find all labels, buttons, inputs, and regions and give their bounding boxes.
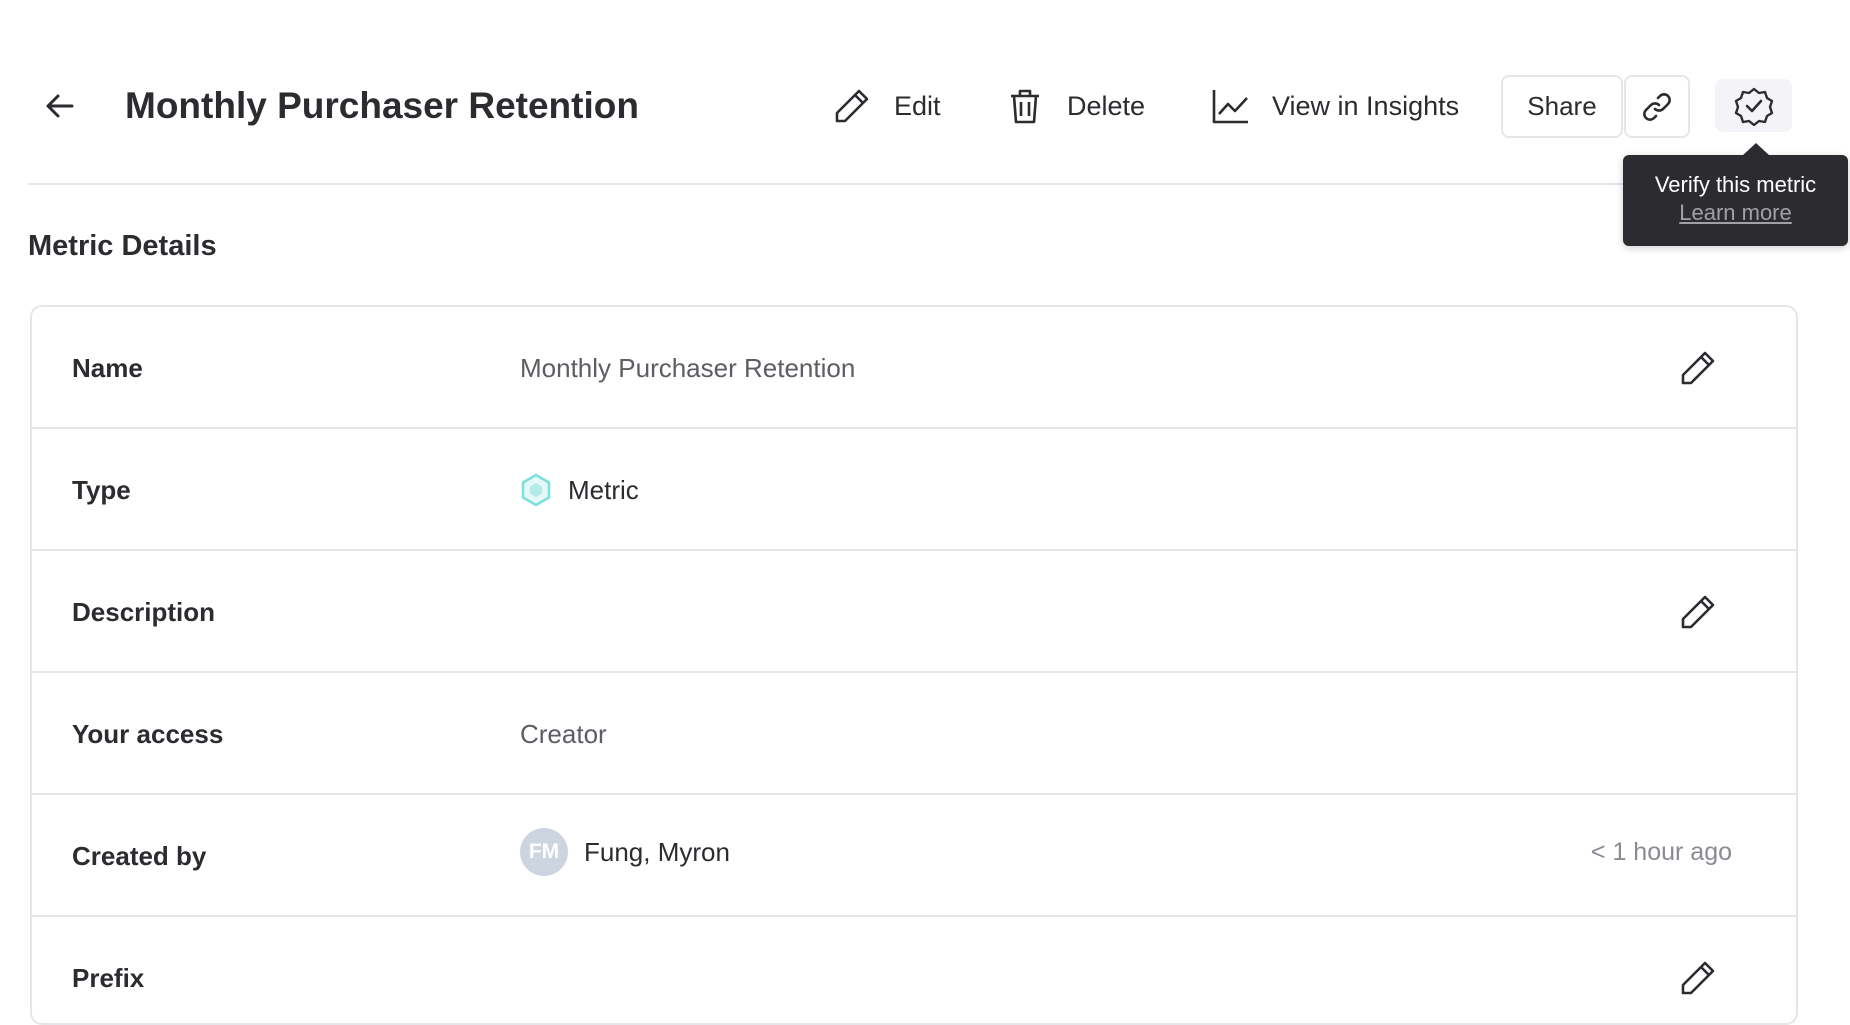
header-divider [28, 183, 1798, 185]
learn-more-link[interactable]: Learn more [1679, 200, 1792, 225]
created-time: < 1 hour ago [1590, 838, 1732, 866]
pencil-icon [835, 89, 869, 123]
detail-row-description: Description [32, 551, 1796, 673]
verify-tooltip: Verify this metric Learn more [1623, 143, 1848, 246]
metric-details-card: Name Monthly Purchaser Retention Type Me… [30, 305, 1798, 1025]
copy-link-button[interactable] [1624, 75, 1690, 138]
edit-prefix-pencil-icon[interactable] [1678, 958, 1718, 998]
delete-button[interactable]: Delete [1005, 84, 1145, 128]
link-icon [1643, 92, 1671, 121]
detail-row-type: Type Metric [32, 429, 1796, 551]
detail-row-access: Your access Creator [32, 673, 1796, 795]
share-button[interactable]: Share [1501, 75, 1623, 138]
avatar: FM [520, 828, 568, 876]
type-value: Metric [568, 474, 639, 505]
section-title: Metric Details [28, 230, 217, 262]
creator-name: Fung, Myron [584, 836, 730, 867]
access-value: Creator [520, 718, 607, 749]
edit-button[interactable]: Edit [832, 84, 941, 128]
view-in-insights-button[interactable]: View in Insights [1210, 84, 1459, 128]
verify-metric-button[interactable] [1715, 79, 1792, 132]
detail-row-prefix: Prefix [32, 917, 1796, 1023]
page-title: Monthly Purchaser Retention [125, 85, 639, 126]
detail-row-name: Name Monthly Purchaser Retention [32, 307, 1796, 429]
back-arrow-icon[interactable] [44, 92, 76, 120]
metric-hexagon-icon [521, 473, 551, 507]
detail-row-created-by: Created by FM Fung, Myron < 1 hour ago [32, 795, 1796, 917]
name-value: Monthly Purchaser Retention [520, 352, 856, 383]
trash-icon [1011, 89, 1039, 124]
line-chart-icon [1212, 90, 1248, 124]
verified-badge-icon [1734, 87, 1773, 126]
edit-name-pencil-icon[interactable] [1678, 348, 1718, 388]
edit-description-pencil-icon[interactable] [1678, 592, 1718, 632]
